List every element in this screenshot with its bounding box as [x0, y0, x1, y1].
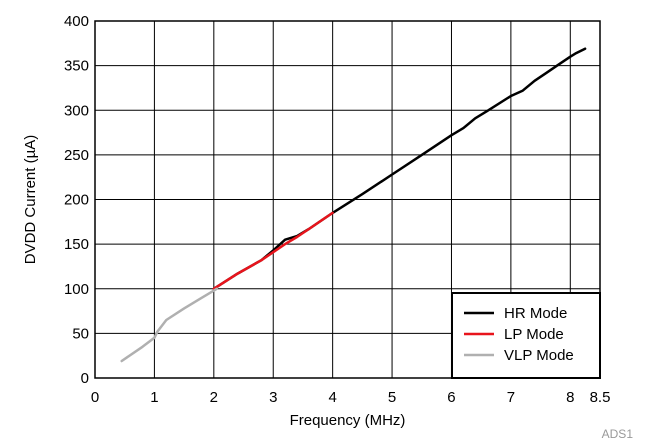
y-tick-label: 100 — [64, 281, 89, 298]
x-axis-title: Frequency (MHz) — [290, 412, 406, 429]
y-tick-label: 300 — [64, 102, 89, 119]
x-tick-labels: 0 1 2 3 4 5 6 7 8 8.5 — [91, 389, 611, 406]
x-tick-label: 6 — [447, 389, 455, 406]
series-line-1 — [212, 211, 334, 291]
series-line-0 — [212, 47, 587, 291]
footnote: ADS1 — [602, 427, 634, 441]
legend-label: HR Mode — [504, 305, 567, 322]
legend: HR Mode LP Mode VLP Mode — [451, 292, 601, 379]
y-axis-title: DVDD Current (µA) — [22, 135, 39, 265]
y-tick-label: 200 — [64, 192, 89, 209]
x-tick-label: 5 — [388, 389, 396, 406]
y-tick-label: 150 — [64, 236, 89, 253]
y-tick-label: 250 — [64, 147, 89, 164]
x-tick-label: 3 — [269, 389, 277, 406]
grid — [95, 21, 600, 378]
x-tick-label: 4 — [328, 389, 336, 406]
x-tick-label: 8.5 — [590, 389, 611, 406]
legend-label: VLP Mode — [504, 347, 574, 364]
y-tick-labels: 0 50 100 150 200 250 300 350 400 — [64, 13, 89, 387]
y-tick-label: 400 — [64, 13, 89, 30]
x-tick-label: 8 — [566, 389, 574, 406]
x-tick-label: 2 — [210, 389, 218, 406]
y-tick-label: 350 — [64, 58, 89, 75]
legend-label: LP Mode — [504, 326, 564, 343]
x-tick-label: 7 — [507, 389, 515, 406]
plot-frame — [94, 20, 601, 379]
series-layer — [120, 47, 587, 363]
y-tick-label: 50 — [72, 325, 89, 342]
series-line-2 — [120, 287, 219, 363]
x-tick-label: 1 — [150, 389, 158, 406]
y-tick-label: 0 — [81, 370, 89, 387]
legend-box — [451, 292, 601, 379]
x-tick-label: 0 — [91, 389, 99, 406]
